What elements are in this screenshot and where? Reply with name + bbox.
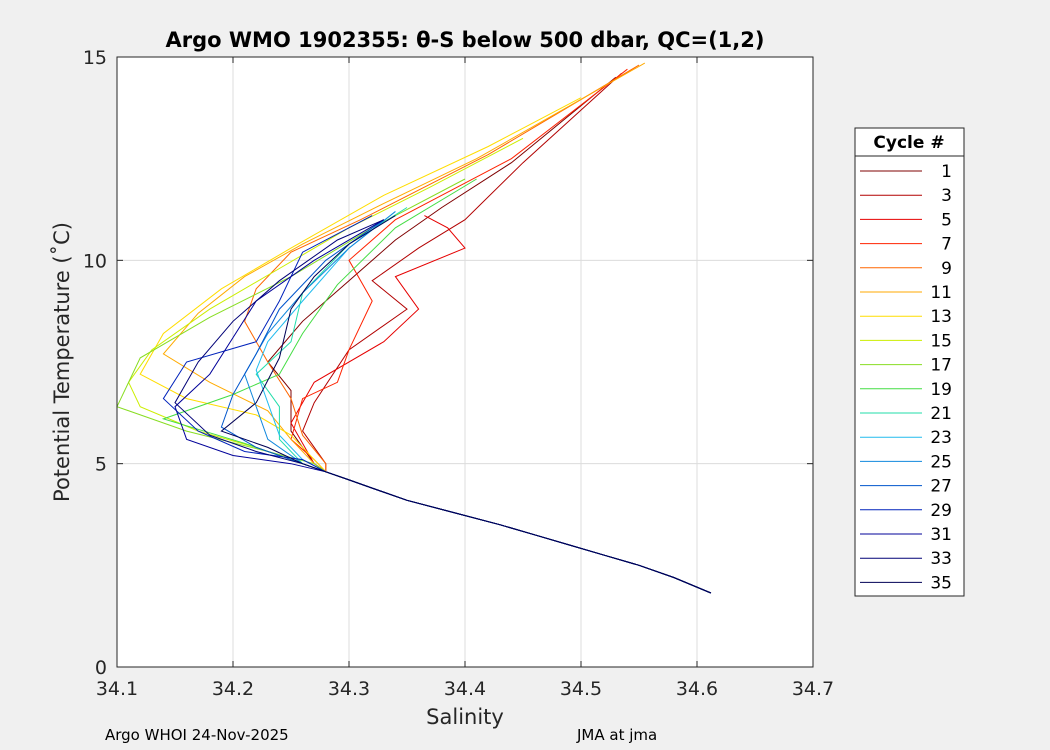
x-tick-label: 34.3 — [328, 678, 370, 700]
legend-label: 19 — [930, 380, 952, 400]
legend-label: 33 — [930, 549, 952, 569]
legend-title: Cycle # — [873, 133, 944, 153]
legend-label: 35 — [930, 573, 952, 593]
x-tick-label: 34.7 — [792, 678, 834, 700]
x-tick-label: 34.1 — [96, 678, 138, 700]
legend-label: 1 — [941, 162, 952, 182]
legend-label: 9 — [941, 259, 952, 279]
legend-label: 21 — [930, 404, 952, 424]
x-axis-label: Salinity — [426, 705, 504, 729]
y-tick-label: 15 — [83, 47, 107, 69]
legend-label: 15 — [930, 331, 952, 351]
legend-label: 7 — [941, 235, 952, 255]
chart-title: Argo WMO 1902355: θ-S below 500 dbar, QC… — [166, 28, 765, 52]
x-tick-label: 34.5 — [560, 678, 602, 700]
footer-left: Argo WHOI 24-Nov-2025 — [105, 726, 289, 744]
ticks: 34.1 34.2 34.3 34.4 34.5 34.6 34.7 0 5 10 15 — [83, 47, 834, 700]
legend-label: 23 — [930, 428, 952, 448]
x-tick-label: 34.4 — [444, 678, 486, 700]
legend-label: 31 — [930, 525, 952, 545]
legend-label: 3 — [941, 186, 952, 206]
y-tick-label: 0 — [95, 657, 107, 679]
y-tick-label: 5 — [95, 454, 107, 476]
legend-box — [854, 127, 965, 597]
legend-label: 27 — [930, 477, 952, 497]
legend-label: 5 — [941, 210, 952, 230]
legend-label: 13 — [930, 307, 952, 327]
series-group — [116, 62, 712, 594]
x-tick-label: 34.6 — [676, 678, 718, 700]
legend-label: 25 — [930, 452, 952, 472]
series-line-cycle-35 — [220, 215, 712, 594]
legend-label: 29 — [930, 501, 952, 521]
legend-label: 17 — [930, 356, 952, 376]
y-tick-label: 10 — [83, 250, 107, 272]
x-tick-label: 34.2 — [212, 678, 254, 700]
legend-label: 11 — [930, 283, 952, 303]
y-axis-label: Potential Temperature (˚C) — [50, 222, 74, 502]
footer-right: JMA at jma — [576, 726, 657, 744]
